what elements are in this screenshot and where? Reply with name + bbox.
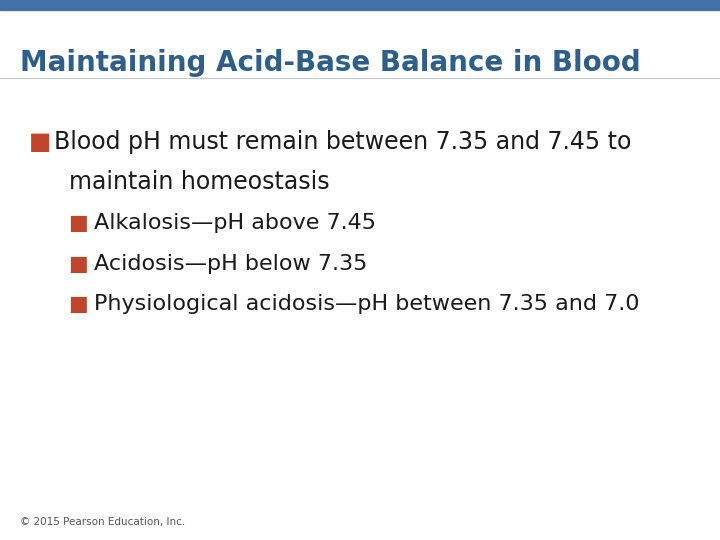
Text: ■: ■ (68, 213, 88, 233)
Text: Alkalosis—pH above 7.45: Alkalosis—pH above 7.45 (94, 213, 376, 233)
Text: maintain homeostasis: maintain homeostasis (54, 170, 330, 194)
Text: Blood pH must remain between 7.35 and 7.45 to: Blood pH must remain between 7.35 and 7.… (54, 130, 631, 153)
Text: ■: ■ (29, 130, 51, 153)
Text: ■: ■ (68, 294, 88, 314)
Text: Acidosis—pH below 7.35: Acidosis—pH below 7.35 (94, 254, 367, 274)
Text: Maintaining Acid-Base Balance in Blood: Maintaining Acid-Base Balance in Blood (20, 49, 641, 77)
Text: ■: ■ (68, 254, 88, 274)
Bar (0, 0, 720, 10)
Text: © 2015 Pearson Education, Inc.: © 2015 Pearson Education, Inc. (20, 516, 186, 526)
Text: Physiological acidosis—pH between 7.35 and 7.0: Physiological acidosis—pH between 7.35 a… (94, 294, 639, 314)
